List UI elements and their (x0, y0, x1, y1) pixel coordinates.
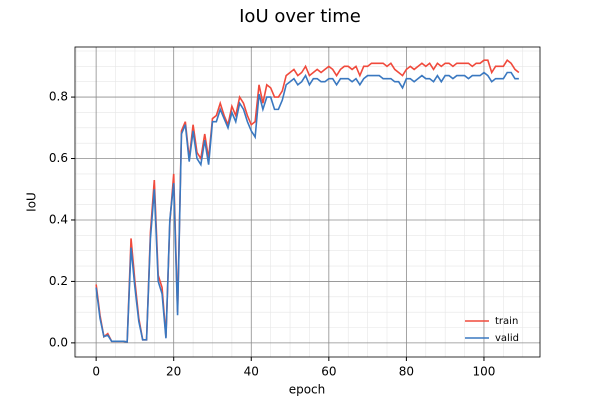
legend-label: valid (495, 333, 519, 344)
line (95, 71, 519, 343)
x-tick-label: 100 (473, 365, 496, 379)
chart-title: IoU over time (239, 6, 361, 27)
line (95, 59, 520, 343)
x-tick-label: 60 (321, 365, 336, 379)
y-tick-label: 0.8 (49, 90, 68, 104)
x-tick-label: 0 (92, 365, 100, 379)
y-tick-label: 0.2 (49, 274, 68, 288)
plot-frame (74, 46, 541, 358)
x-tick-label: 80 (399, 365, 414, 379)
x-axis-label: epoch (289, 383, 326, 397)
y-tick-label: 0.0 (49, 335, 68, 349)
x-tick-label: 20 (166, 365, 181, 379)
legend-label: train (495, 316, 518, 327)
x-tick-label: 40 (244, 365, 259, 379)
y-axis-label: IoU (25, 192, 39, 212)
y-tick-label: 0.4 (49, 212, 68, 226)
y-tick-label: 0.6 (49, 151, 68, 165)
